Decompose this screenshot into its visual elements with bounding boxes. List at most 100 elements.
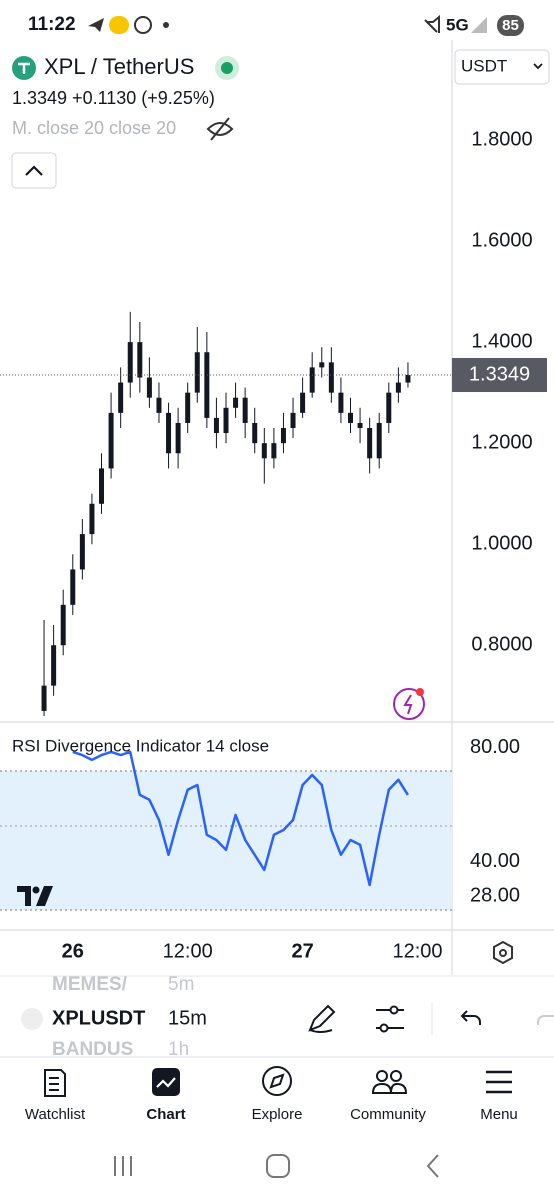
hide-icon[interactable]	[206, 117, 234, 141]
status-time: 11:22	[28, 14, 76, 35]
candle-body	[70, 569, 76, 605]
y-tick-label: 80.00	[470, 736, 520, 758]
dot	[163, 22, 169, 28]
candle-body	[137, 342, 143, 378]
logo-dot	[32, 886, 40, 894]
symbol[interactable]: XPL / TetherUS	[44, 54, 194, 79]
symbol-wheel[interactable]: MEMES/ BANDUS	[52, 974, 133, 1060]
candle-body	[89, 503, 95, 535]
y-tick-label: 1.8000	[471, 128, 532, 150]
rsi-pane	[72, 750, 409, 887]
telegram-icon	[88, 18, 104, 32]
collapse-button[interactable]	[11, 152, 57, 189]
chevron	[533, 63, 543, 70]
badge	[416, 688, 424, 696]
candle-body	[357, 422, 363, 429]
candle-body	[309, 367, 315, 393]
toolbar-interval[interactable]: 15m	[168, 1007, 207, 1029]
prev-interval: 5m	[168, 974, 194, 995]
back-button[interactable]	[426, 1154, 439, 1178]
prev-symbol: MEMES/	[52, 974, 128, 995]
currency: USDT	[461, 56, 507, 75]
x-tick-label: 12:00	[163, 940, 213, 962]
x-tick-label: 26	[62, 940, 84, 962]
candle-body	[146, 377, 152, 398]
candle-body	[79, 534, 85, 570]
settings-icon[interactable]	[493, 940, 513, 965]
candle-body	[290, 412, 296, 429]
compass	[269, 1073, 285, 1089]
battery	[497, 15, 524, 36]
candle-body	[175, 422, 181, 454]
draw-icon[interactable]	[308, 1004, 336, 1033]
price-label-bg	[452, 358, 547, 393]
logo-t	[17, 886, 31, 906]
bodies	[371, 1082, 408, 1094]
y-tick-label: 1.0000	[471, 532, 532, 554]
candle-body	[338, 392, 344, 413]
app-icon	[109, 16, 129, 34]
mute-icon	[424, 14, 440, 33]
rsi-title[interactable]: RSI Divergence Indicator 14 close	[12, 736, 269, 755]
network: 5G	[446, 15, 469, 34]
nav-label[interactable]: Chart	[146, 1106, 185, 1123]
chart-icon[interactable]	[152, 1068, 180, 1096]
candle-body	[405, 375, 411, 383]
candle-body	[233, 397, 239, 408]
recents-button[interactable]	[114, 1156, 132, 1176]
candle-body	[51, 645, 57, 686]
candle-body	[271, 443, 277, 459]
nav-label[interactable]: Explore	[252, 1106, 303, 1123]
candle-body	[242, 397, 248, 423]
currency-select[interactable]	[454, 49, 550, 85]
nav-label[interactable]: Watchlist	[25, 1106, 86, 1123]
nav-label[interactable]: Menu	[480, 1106, 518, 1123]
candle-body	[252, 422, 258, 444]
candle-body	[280, 428, 286, 444]
candle-body	[261, 443, 267, 459]
candle-body	[166, 412, 172, 454]
explore-icon[interactable]	[262, 1066, 292, 1096]
chart-icon-line	[156, 1077, 176, 1088]
axes: 1.8000 1.6000 1.4000 1.2000 1.0000 0.8000 26 12…	[62, 128, 547, 962]
tv-logo	[17, 886, 53, 906]
watchlist-icon[interactable]	[44, 1069, 66, 1097]
indicator-label[interactable]: M. close 20 close 20	[12, 118, 176, 138]
knob	[389, 1005, 399, 1015]
y-tick-label: 1.2000	[471, 431, 532, 453]
bolt	[403, 694, 413, 715]
y-tick-label: 1.6000	[471, 229, 532, 251]
y-tick-label: 1.4000	[471, 330, 532, 352]
nav-label[interactable]: Community	[350, 1106, 426, 1123]
x-tick-label: 12:00	[392, 940, 442, 962]
person	[390, 1070, 402, 1082]
quote: 1.3349 +0.1130 (+9.25%)	[12, 88, 215, 108]
community-icon[interactable]	[371, 1070, 408, 1094]
home-button[interactable]	[266, 1154, 290, 1178]
y-tick-label: 28.00	[470, 884, 520, 906]
candle-body	[156, 397, 162, 413]
eye-slash	[210, 117, 230, 141]
logo-v	[36, 886, 53, 906]
price-label: 1.3349	[469, 363, 530, 385]
toolbar-symbol[interactable]: XPLUSDT	[52, 1007, 145, 1029]
alert-icon[interactable]	[393, 688, 425, 720]
rsi-band	[0, 771, 452, 910]
redo-icon[interactable]	[537, 1015, 554, 1025]
candle-body	[395, 382, 401, 393]
x-tick-label: 27	[291, 940, 313, 962]
candle-body	[194, 352, 200, 393]
candle-body	[376, 422, 382, 459]
signal-icon	[471, 17, 487, 33]
menu-icon[interactable]	[486, 1070, 512, 1094]
market-status-dot	[221, 62, 233, 74]
whatsapp-icon	[134, 16, 152, 34]
candle-body	[118, 382, 124, 413]
candle-body	[41, 685, 47, 711]
candle-body	[213, 417, 219, 434]
indicators-icon[interactable]	[376, 1005, 404, 1033]
candle-body	[328, 362, 334, 393]
undo-icon[interactable]	[460, 1010, 481, 1025]
candle-body	[223, 407, 229, 434]
